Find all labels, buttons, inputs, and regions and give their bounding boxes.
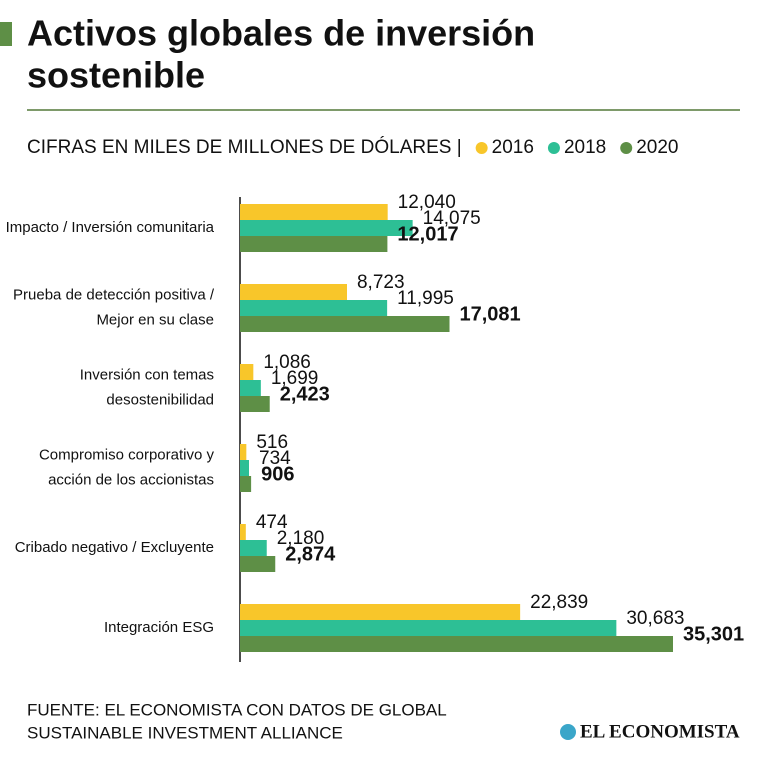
bar	[240, 540, 267, 556]
bar	[240, 380, 261, 396]
bar	[240, 284, 347, 300]
bar	[240, 396, 270, 412]
legend-label: 2020	[636, 137, 678, 158]
legend-swatch	[620, 142, 633, 154]
bar	[240, 204, 388, 220]
logo-icon	[560, 724, 576, 740]
bar	[240, 476, 252, 492]
y-tick-label: Compromiso corporativo y	[39, 446, 215, 463]
y-tick-label: acción de los accionistas	[48, 471, 214, 488]
value-label: 2,423	[280, 383, 330, 405]
chart-title: sostenible	[27, 55, 205, 96]
legend-label: 2018	[564, 137, 606, 158]
value-label: 734	[259, 448, 291, 469]
bar	[240, 556, 276, 572]
y-tick-label: Inversión con temas	[80, 366, 214, 383]
bar	[240, 316, 450, 332]
value-label: 14,075	[423, 208, 481, 229]
bar	[240, 636, 673, 652]
y-tick-label: Impacto / Inversión comunitaria	[6, 219, 215, 236]
chart-title: Activos globales de inversión	[27, 13, 535, 54]
source: FUENTE: EL ECONOMISTA CON DATOS DE GLOBA…	[27, 700, 447, 719]
value-label: 8,723	[357, 272, 405, 293]
value-label: 2,180	[277, 528, 325, 549]
legend-swatch	[547, 142, 560, 154]
value-label: 12,040	[398, 192, 456, 213]
legend-label: 2016	[492, 137, 534, 158]
value-label: 11,995	[397, 288, 454, 309]
value-label: 1,699	[271, 368, 319, 389]
legend-swatch	[475, 142, 488, 154]
bar	[240, 620, 617, 636]
y-tick-label: Mejor en su clase	[96, 311, 214, 328]
y-tick-label: Prueba de detección positiva /	[13, 286, 215, 303]
subtitle: CIFRAS EN MILES DE MILLONES DE DÓLARES |	[27, 136, 462, 158]
logo: EL ECONOMISTA	[580, 721, 740, 742]
bar	[240, 364, 254, 380]
bar	[240, 524, 246, 540]
y-tick-label: desostenibilidad	[106, 391, 214, 408]
bar	[240, 236, 388, 252]
value-label: 12,017	[397, 223, 458, 245]
value-label: 516	[256, 432, 288, 453]
bar	[240, 604, 521, 620]
value-label: 2,874	[285, 543, 336, 565]
value-label: 474	[256, 512, 288, 533]
bar	[240, 220, 413, 236]
value-label: 30,683	[626, 608, 684, 629]
value-label: 906	[261, 463, 294, 485]
value-label: 22,839	[530, 592, 588, 613]
bar	[240, 444, 247, 460]
value-label: 35,301	[683, 623, 744, 645]
value-label: 1,086	[263, 352, 311, 373]
bar	[240, 300, 388, 316]
source: SUSTAINABLE INVESTMENT ALLIANCE	[27, 723, 343, 742]
bar	[240, 460, 250, 476]
y-tick-label: Cribado negativo / Excluyente	[15, 539, 214, 556]
y-tick-label: Integración ESG	[104, 619, 214, 636]
title-marker	[0, 22, 12, 46]
value-label: 17,081	[460, 303, 521, 325]
